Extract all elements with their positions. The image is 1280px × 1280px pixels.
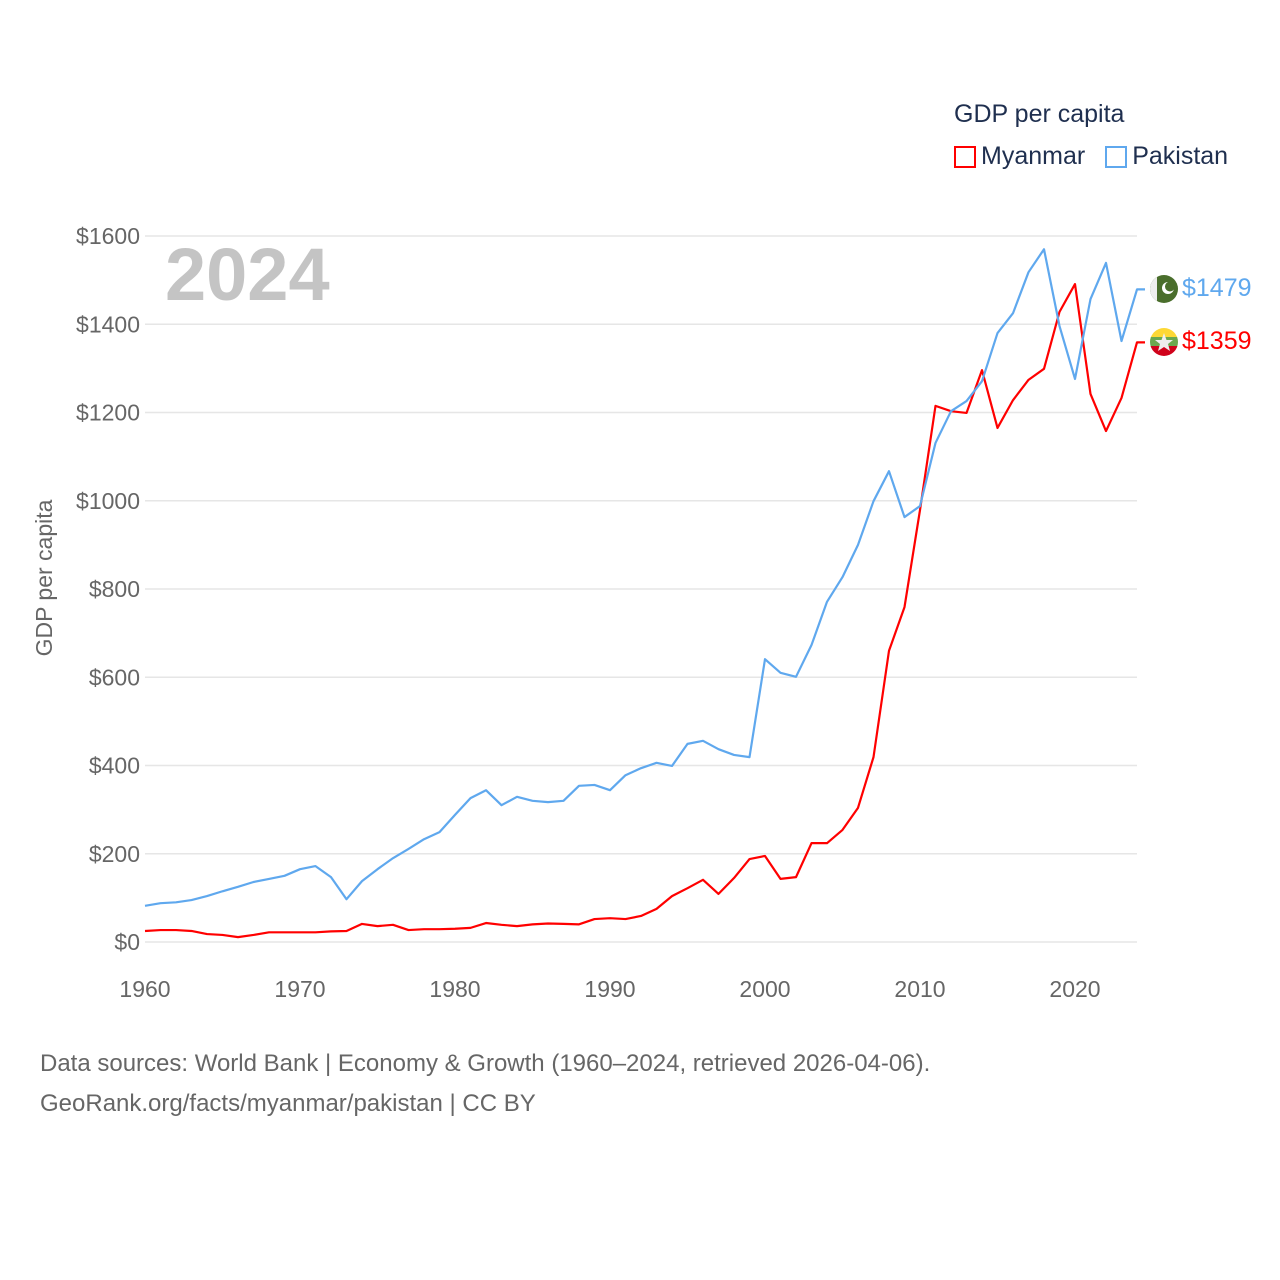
y-tick-label: $1000 — [76, 488, 140, 514]
legend-swatch-myanmar — [954, 145, 976, 168]
year-watermark: 2024 — [165, 233, 330, 316]
myanmar-flag-icon — [1150, 328, 1178, 356]
y-axis-label: GDP per capita — [31, 499, 57, 656]
series-line-myanmar — [144, 282, 1145, 939]
y-tick-label: $0 — [114, 929, 140, 955]
legend-item-myanmar[interactable]: Myanmar — [954, 142, 1085, 171]
y-tick-label: $200 — [89, 841, 140, 867]
legend-item-pakistan[interactable]: Pakistan — [1105, 142, 1228, 171]
y-tick-label: $400 — [89, 753, 140, 779]
y-tick-label: $1400 — [76, 311, 140, 337]
y-tick-label: $800 — [89, 576, 140, 602]
legend-label: Pakistan — [1132, 142, 1229, 170]
attribution-text: GeoRank.org/facts/myanmar/pakistan | CC … — [40, 1090, 536, 1117]
legend-label: Myanmar — [981, 142, 1086, 170]
y-tick-label: $1200 — [76, 400, 140, 426]
y-tick-label: $600 — [89, 664, 140, 690]
x-tick-label: 1970 — [274, 976, 325, 1002]
data-source-text: Data sources: World Bank | Economy & Gro… — [40, 1050, 931, 1077]
myanmar-end-label: $1359 — [1182, 327, 1252, 355]
x-tick-label: 2020 — [1049, 976, 1100, 1002]
x-tick-label: 1960 — [119, 976, 170, 1002]
legend: Myanmar Pakistan — [954, 142, 1228, 171]
legend-swatch-pakistan — [1105, 145, 1128, 168]
x-tick-label: 2000 — [739, 976, 790, 1002]
pakistan-end-label: $1479 — [1182, 274, 1252, 302]
legend-title: GDP per capita — [954, 100, 1125, 128]
x-tick-label: 2010 — [894, 976, 945, 1002]
x-tick-label: 1990 — [584, 976, 635, 1002]
pakistan-flag-icon — [1150, 275, 1178, 303]
y-tick-label: $1600 — [76, 223, 140, 249]
x-tick-label: 1980 — [429, 976, 480, 1002]
series-line-pakistan — [144, 248, 1145, 907]
footer: Data sources: World Bank | Economy & Gro… — [40, 1044, 930, 1124]
